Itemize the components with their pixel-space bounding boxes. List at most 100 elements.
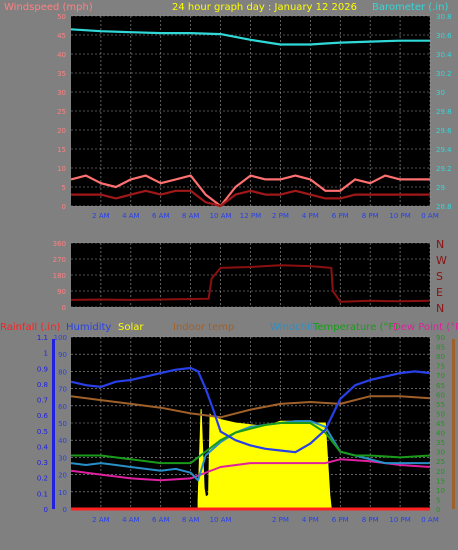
windspeed-tick-label: 5 <box>62 184 66 192</box>
humidity-tick-label: 10 <box>58 489 67 497</box>
temperature-x-tick-label: 10 PM <box>389 516 410 524</box>
rainfall-tick-label: 0.2 <box>37 475 48 483</box>
compass-label: N <box>436 302 444 315</box>
wind-tick-labels: 0 5 10 15 20 25 30 35 40 45 50 28.8 29 29.2 29.4 29.6 29… <box>57 13 452 220</box>
wind-gust-line <box>70 174 430 208</box>
direction-series <box>70 264 431 303</box>
rainfall-tick-label: 1 <box>44 350 48 358</box>
wind-barometer-panel: 0 5 10 15 20 25 30 35 40 45 50 28.8 29 29.2 29.4 29.6 29… <box>4 2 452 220</box>
temperature-tick-label: 65 <box>436 382 445 390</box>
barometer-tick-label: 30.2 <box>436 70 452 78</box>
barometer-line <box>70 28 430 46</box>
wind-x-tick-label: 2 AM <box>92 212 110 220</box>
legend-item: Solar <box>118 322 144 333</box>
wind-x-tick-label: 2 PM <box>272 212 289 220</box>
wind-x-tick-label: 12 PM <box>240 212 261 220</box>
humidity-tick-label: 50 <box>58 420 67 428</box>
wind-series <box>70 28 430 208</box>
wind-x-tick-label: 6 AM <box>152 212 170 220</box>
compass-label: S <box>436 270 443 283</box>
windspeed-tick-label: 40 <box>57 51 66 59</box>
legend-item: Windchill <box>270 322 315 333</box>
temperature-x-tick-label: 8 PM <box>362 516 379 524</box>
legend-item: Rainfall (.in) <box>0 322 61 333</box>
barometer-tick-label: 30.4 <box>436 51 452 59</box>
temperature-tick-label: 25 <box>436 458 445 466</box>
direction-degree-label: 360 <box>53 240 66 248</box>
humidity-line <box>70 366 431 454</box>
barometer-tick-label: 29.6 <box>436 127 452 135</box>
windspeed-tick-label: 50 <box>57 13 66 21</box>
temperature-tick-label: 80 <box>436 353 445 361</box>
indoor-temp-axis-bar <box>452 339 455 509</box>
wind-x-tick-label: 4 PM <box>302 212 319 220</box>
rainfall-tick-label: 0.4 <box>37 443 49 451</box>
temperature-x-tick-label: 4 AM <box>122 516 140 524</box>
wind-x-tick-label: 0 AM <box>421 212 439 220</box>
wind-x-tick-label: 10 AM <box>210 212 232 220</box>
barometer-axis-title: Barometer (.in) <box>372 2 448 13</box>
humidity-tick-label: 40 <box>58 437 67 445</box>
wind-x-tick-label: 8 AM <box>182 212 200 220</box>
wind-plot-area <box>71 16 430 206</box>
rainfall-tick-label: 0.5 <box>37 428 48 436</box>
rainfall-tick-label: 0.8 <box>37 381 48 389</box>
legend-item: Dew Point (°F) <box>393 322 458 333</box>
temperature-tick-label: 30 <box>436 449 445 457</box>
temperature-series <box>70 366 431 511</box>
humidity-tick-label: 60 <box>58 403 67 411</box>
rainfall-tick-label: 0.6 <box>37 412 49 420</box>
windspeed-axis-title: Windspeed (mph) <box>4 2 93 13</box>
humidity-tick-label: 0 <box>63 506 67 514</box>
barometer-tick-label: 29.2 <box>436 165 452 173</box>
barometer-tick-label: 29.8 <box>436 108 452 116</box>
direction-degree-label: 270 <box>53 256 66 264</box>
direction-degree-label: 0 <box>62 304 66 312</box>
temperature-tick-label: 90 <box>436 334 445 342</box>
rainfall-tick-label: 1.1 <box>37 334 48 342</box>
rainfall-tick-label: 0 <box>44 506 48 514</box>
temperature-tick-label: 45 <box>436 420 445 428</box>
direction-grid <box>71 242 431 308</box>
humidity-tick-label: 90 <box>58 351 67 359</box>
wind-direction-line <box>70 264 431 303</box>
humidity-tick-label: 100 <box>54 334 67 342</box>
wind-x-tick-label: 8 PM <box>362 212 379 220</box>
windspeed-tick-label: 30 <box>57 89 66 97</box>
wind-x-tick-label: 4 AM <box>122 212 140 220</box>
rainfall-tick-label: 0.3 <box>37 459 48 467</box>
temperature-x-tick-label: 0 AM <box>421 516 439 524</box>
barometer-tick-label: 28.8 <box>436 203 452 211</box>
temperature-x-tick-label: 10 AM <box>210 516 232 524</box>
chart-title: 24 hour graph day : January 12 2026 <box>172 2 357 13</box>
barometer-tick-label: 29 <box>436 184 445 192</box>
windspeed-tick-label: 35 <box>57 70 66 78</box>
windspeed-tick-label: 25 <box>57 108 66 116</box>
temperature-x-tick-label: 4 PM <box>302 516 319 524</box>
temperature-tick-label: 40 <box>436 430 445 438</box>
temperature-tick-label: 15 <box>436 477 445 485</box>
legend-item: Humidity <box>66 322 111 333</box>
legend-item: Indoor temp <box>173 322 234 333</box>
temperature-x-tick-label: 6 PM <box>332 516 349 524</box>
temperature-tick-label: 35 <box>436 439 445 447</box>
dew-point-line <box>70 458 431 482</box>
windspeed-tick-label: 10 <box>57 165 66 173</box>
barometer-tick-label: 30 <box>436 89 445 97</box>
humidity-tick-label: 20 <box>58 472 67 480</box>
barometer-tick-label: 30.8 <box>436 13 452 21</box>
wind-x-tick-label: 10 PM <box>389 212 410 220</box>
humidity-tick-label: 70 <box>58 386 67 394</box>
temperature-tick-label: 85 <box>436 344 445 352</box>
legend-item: Temperature (°F) <box>312 322 398 333</box>
direction-degree-label: 90 <box>57 288 66 296</box>
temperature-tick-label: 75 <box>436 363 445 371</box>
temperature-tick-label: 50 <box>436 410 445 418</box>
temperature-tick-label: 20 <box>436 468 445 476</box>
windspeed-tick-label: 0 <box>62 203 66 211</box>
windspeed-tick-label: 20 <box>57 127 66 135</box>
compass-label: W <box>436 254 447 267</box>
temperature-tick-labels: 0 0.1 0.2 0.3 0.4 0.5 0.6 0.7 0.8 0.9 1 1.1 0 10 20 30 4… <box>37 334 445 524</box>
